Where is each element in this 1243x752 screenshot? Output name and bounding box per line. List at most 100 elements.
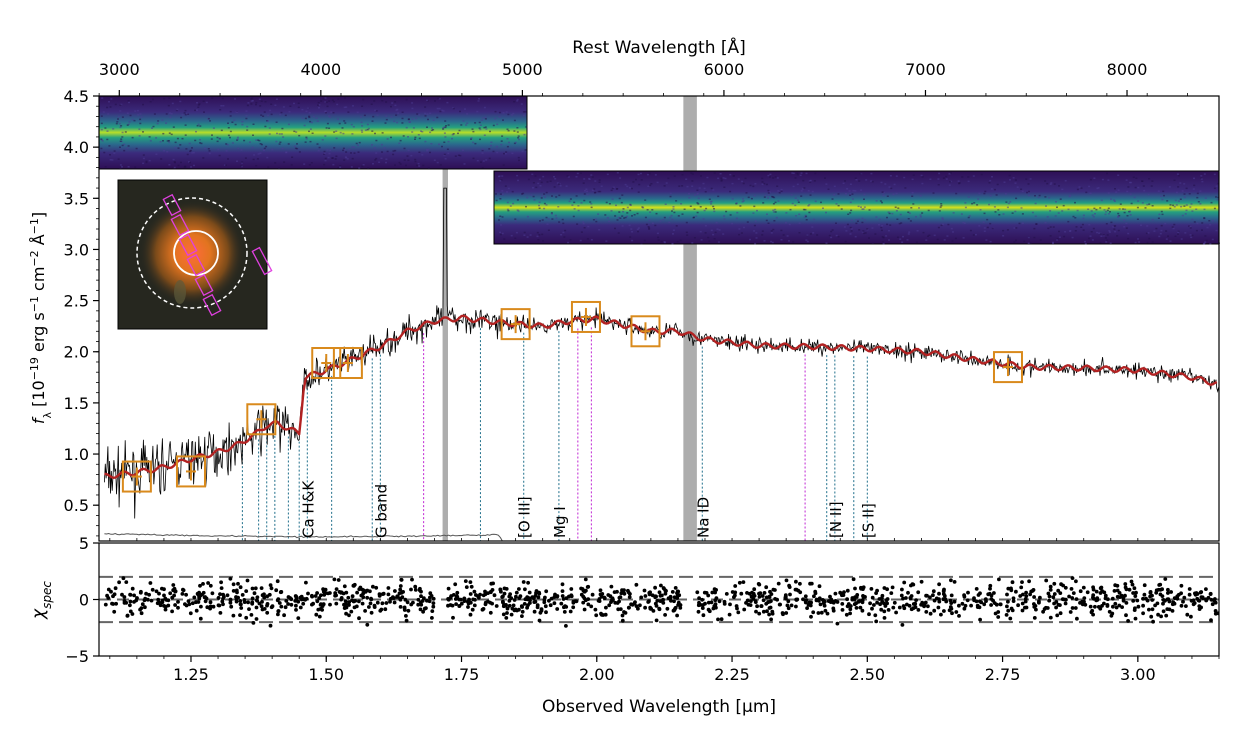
noise-pixel: [332, 112, 335, 114]
noise-pixel: [516, 174, 519, 177]
noise-pixel: [183, 112, 186, 114]
residual-point: [863, 595, 867, 599]
residual-point: [916, 590, 921, 595]
residual-point: [279, 590, 284, 594]
noise-pixel: [434, 100, 436, 102]
noise-pixel: [780, 229, 783, 232]
noise-pixel: [308, 115, 311, 118]
residual-point: [949, 593, 954, 598]
residual-point: [784, 596, 788, 601]
noise-pixel: [247, 102, 250, 104]
noise-pixel: [501, 175, 504, 177]
noise-pixel: [849, 201, 852, 204]
noise-pixel: [942, 177, 945, 179]
noise-pixel: [274, 162, 277, 164]
residual-point: [673, 586, 678, 590]
noise-pixel: [356, 111, 359, 114]
noise-pixel: [794, 204, 797, 207]
residual-point: [1048, 615, 1053, 620]
noise-pixel: [984, 190, 987, 193]
noise-pixel: [1107, 192, 1110, 194]
residual-point: [315, 599, 320, 604]
noise-pixel: [484, 126, 487, 128]
noise-pixel: [750, 197, 753, 200]
noise-pixel: [1009, 179, 1011, 181]
noise-pixel: [798, 232, 801, 234]
residual-point: [839, 591, 844, 596]
residual-point: [296, 599, 301, 604]
noise-pixel: [516, 98, 519, 101]
residual-point: [939, 612, 943, 617]
noise-pixel: [1029, 178, 1032, 180]
residual-point: [231, 582, 236, 587]
noise-pixel: [639, 172, 642, 175]
noise-pixel: [324, 101, 327, 103]
x-tick-label: 1.50: [308, 665, 344, 684]
residual-point: [392, 600, 397, 605]
residual-point: [265, 594, 270, 599]
residual-point: [761, 598, 766, 603]
residual-point: [1020, 601, 1025, 606]
noise-pixel: [177, 164, 180, 167]
noise-pixel: [408, 121, 411, 123]
noise-pixel: [407, 159, 410, 162]
noise-pixel: [374, 132, 376, 135]
residual-point: [1028, 592, 1032, 597]
noise-pixel: [263, 147, 266, 150]
noise-pixel: [942, 218, 944, 221]
noise-pixel: [484, 116, 487, 119]
residual-point: [1159, 614, 1163, 619]
noise-pixel: [1127, 186, 1130, 188]
noise-pixel: [505, 111, 508, 113]
noise-pixel: [790, 194, 793, 196]
noise-pixel: [309, 140, 312, 143]
noise-pixel: [850, 230, 853, 232]
noise-pixel: [778, 192, 781, 194]
noise-pixel: [1064, 180, 1067, 182]
residual-point: [422, 596, 426, 601]
noise-pixel: [546, 223, 549, 225]
noise-pixel: [567, 176, 570, 178]
residual-point: [1058, 591, 1063, 595]
noise-pixel: [880, 229, 883, 232]
noise-pixel: [772, 177, 775, 179]
noise-pixel: [502, 164, 505, 166]
noise-pixel: [392, 150, 395, 152]
noise-pixel: [654, 174, 657, 176]
noise-pixel: [908, 212, 911, 214]
noise-pixel: [1049, 235, 1052, 237]
noise-pixel: [344, 149, 346, 151]
outer-aperture: [136, 197, 248, 309]
noise-pixel: [547, 229, 550, 231]
noise-pixel: [301, 108, 304, 111]
noise-pixel: [1216, 198, 1219, 201]
noise-pixel: [912, 203, 915, 205]
residual-point: [868, 601, 872, 606]
noise-pixel: [496, 123, 499, 126]
noise-pixel: [264, 125, 267, 128]
noise-pixel: [499, 233, 502, 236]
noise-pixel: [1124, 208, 1127, 211]
noise-pixel: [371, 120, 374, 122]
noise-pixel: [657, 236, 660, 239]
noise-pixel: [636, 212, 639, 215]
noise-pixel: [940, 204, 943, 207]
noise-pixel: [761, 230, 764, 232]
noise-pixel: [632, 181, 635, 183]
residual-point: [413, 584, 418, 589]
residual-point: [294, 608, 298, 612]
noise-pixel: [697, 203, 700, 205]
noise-pixel: [919, 195, 922, 197]
y-tick-label: 4.5: [64, 87, 89, 106]
residual-point: [231, 589, 236, 593]
noise-pixel: [637, 191, 640, 193]
noise-pixel: [800, 172, 803, 174]
noise-pixel: [576, 223, 579, 225]
noise-pixel: [202, 100, 205, 102]
noise-pixel: [459, 110, 461, 113]
noise-pixel: [1129, 181, 1131, 184]
residual-point: [202, 595, 207, 600]
noise-pixel: [168, 97, 171, 99]
residual-point: [1165, 597, 1170, 602]
noise-pixel: [291, 156, 294, 158]
